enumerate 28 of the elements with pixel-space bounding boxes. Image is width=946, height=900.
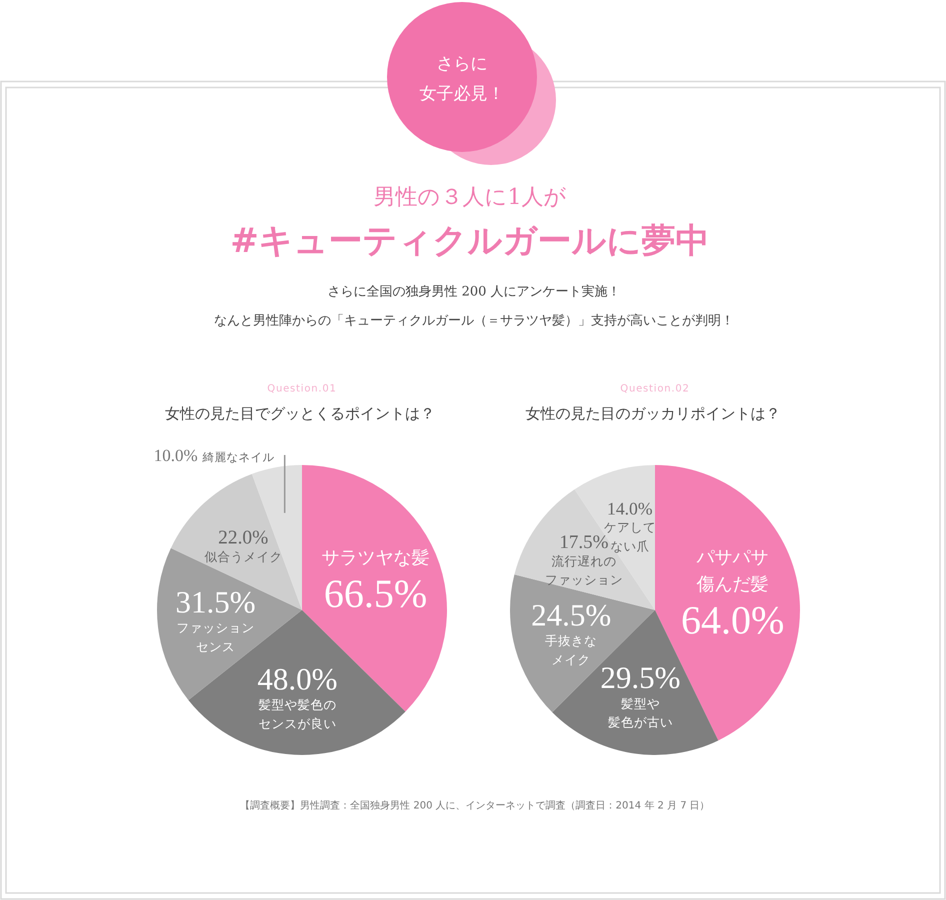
text: なんと男性陣からの「キューティクルガール（＝サラツヤ髪）」支持が高いことが判明！ xyxy=(214,312,734,329)
slice-label: 似合うメイク xyxy=(204,549,282,564)
text: さらに女子必見！ xyxy=(420,54,504,104)
data-label: 48.0% xyxy=(257,661,338,696)
slice-label: 髪型や髪色のセンスが良い xyxy=(258,697,336,731)
slice-label: 綺麗なネイル xyxy=(202,450,275,464)
data-label: 14.0% xyxy=(607,498,653,518)
data-label: 24.5% xyxy=(531,597,612,632)
data-label: 66.5% xyxy=(324,571,428,616)
slice-label: パサパサ傷んだ髪 xyxy=(696,547,769,596)
text: 【調査概要】男性調査：全国独身男性 200 人に、インターネットで調査（調査日：2014 年 2 月 7 日） xyxy=(240,800,710,812)
chart-title: 女性の見た目のガッカリポイントは？ xyxy=(526,404,780,422)
slice-label: 手抜きなメイク xyxy=(545,633,598,667)
slice-label: ファッションセンス xyxy=(176,620,255,654)
slice-label: 流行遅れのファッション xyxy=(544,553,623,588)
text: さらに全国の独身男性 200 人にアンケート実施！ xyxy=(327,284,621,300)
data-label: 31.5% xyxy=(176,584,256,620)
data-label: 29.5% xyxy=(600,660,680,696)
text: Question.02 xyxy=(620,384,690,395)
text: #キューティクルガールに夢中 xyxy=(230,221,710,262)
data-label: 22.0% xyxy=(218,527,268,548)
data-label: 10.0% xyxy=(154,446,198,466)
data-label: 64.0% xyxy=(681,598,784,643)
slice-label: サラツヤな髪 xyxy=(322,548,430,569)
text: Question.01 xyxy=(267,384,337,395)
slice-label: 髪型や髪色が古い xyxy=(608,696,673,730)
chart-title: 女性の見た目でグッとくるポイントは？ xyxy=(165,404,435,422)
text: 男性の３人に1人が xyxy=(374,184,566,210)
